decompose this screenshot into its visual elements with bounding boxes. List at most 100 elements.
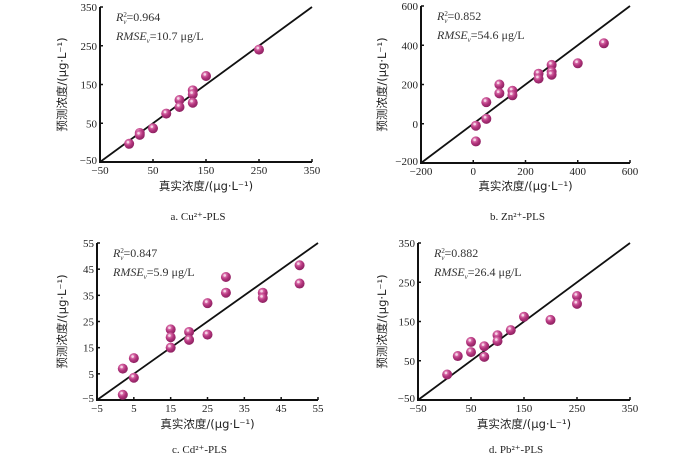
y-tick-label: 25 bbox=[83, 317, 95, 329]
data-point bbox=[124, 138, 135, 149]
data-point bbox=[442, 369, 453, 380]
data-point bbox=[481, 113, 492, 124]
data-point bbox=[254, 44, 264, 55]
x-tick-label: 5 bbox=[131, 403, 137, 415]
x-tick-label: 50 bbox=[148, 165, 160, 177]
y-tick-label: 400 bbox=[402, 40, 419, 52]
y-tick-label: 600 bbox=[402, 1, 419, 13]
panel-caption: c. Cd²⁺-PLS bbox=[172, 444, 227, 456]
panel-zn: −200 0 200 400 600 −200 0 200 400 600 R2 v=0.852 RMS… bbox=[375, 1, 639, 223]
y-tick-label: 150 bbox=[399, 317, 416, 329]
y-tick-label: 35 bbox=[83, 290, 95, 302]
data-point bbox=[519, 311, 529, 322]
y-axis-label: 预测浓度/(μg·L⁻¹) bbox=[55, 37, 69, 131]
data-point bbox=[174, 95, 185, 105]
x-tick-label: 200 bbox=[517, 166, 534, 178]
data-point bbox=[134, 129, 145, 140]
panel-caption: d. Pb²⁺-PLS bbox=[489, 444, 543, 456]
y-tick-label: −50 bbox=[80, 155, 98, 167]
data-point bbox=[201, 70, 211, 81]
y-tick-label: 150 bbox=[81, 80, 98, 92]
x-tick-label: 350 bbox=[622, 403, 639, 415]
y-tick-label: 0 bbox=[413, 119, 419, 131]
x-tick-label: 50 bbox=[466, 403, 478, 415]
data-point bbox=[117, 363, 128, 374]
data-point bbox=[470, 120, 481, 131]
data-point bbox=[165, 342, 176, 353]
y-tick-label: 5 bbox=[89, 369, 95, 381]
y-tick-label: 250 bbox=[399, 277, 416, 289]
y-tick-label: 45 bbox=[83, 264, 95, 276]
data-point bbox=[479, 351, 490, 362]
x-tick-label: 25 bbox=[202, 403, 214, 415]
rmse-annotation: RMSEv=26.4 μg/L bbox=[433, 265, 522, 281]
data-point bbox=[507, 90, 518, 101]
data-point bbox=[572, 58, 583, 69]
data-point bbox=[492, 336, 503, 347]
data-point bbox=[294, 260, 305, 271]
x-tick-label: 0 bbox=[471, 166, 477, 178]
x-tick-label: 150 bbox=[198, 165, 215, 177]
data-point bbox=[202, 329, 213, 340]
x-axis-label: 真实浓度/(μg·L⁻¹) bbox=[160, 417, 254, 431]
r2-annotation: R2 v=0.964 bbox=[115, 10, 160, 26]
r2-annotation: R2 v=0.882 bbox=[433, 246, 478, 262]
data-point bbox=[187, 97, 198, 108]
panel-cu: −50 50 150 250 350 −50 50 150 250 350 R2 v=0.964 RMS… bbox=[55, 2, 321, 223]
x-tick-label: −50 bbox=[91, 165, 109, 177]
data-point bbox=[452, 351, 463, 362]
x-axis-label: 真实浓度/(μg·L⁻¹) bbox=[478, 179, 572, 193]
data-point bbox=[184, 326, 195, 337]
x-tick-label: 35 bbox=[239, 403, 251, 415]
data-point bbox=[128, 372, 139, 383]
data-point bbox=[184, 334, 195, 345]
data-point bbox=[117, 389, 128, 400]
x-tick-label: −5 bbox=[91, 403, 103, 415]
data-point bbox=[470, 136, 481, 147]
y-tick-label: 15 bbox=[83, 343, 95, 355]
y-tick-label: 50 bbox=[86, 118, 98, 130]
data-point bbox=[165, 332, 176, 343]
data-point bbox=[257, 292, 268, 303]
rmse-annotation: RMSEv=5.9 μg/L bbox=[112, 265, 195, 281]
y-tick-label: −5 bbox=[82, 393, 94, 405]
data-point bbox=[598, 38, 609, 49]
data-point bbox=[220, 272, 231, 283]
y-tick-label: 200 bbox=[402, 80, 419, 92]
y-tick-label: 350 bbox=[81, 2, 98, 14]
panel-caption: a. Cu²⁺-PLS bbox=[171, 211, 226, 223]
x-tick-label: 350 bbox=[304, 165, 321, 177]
x-axis-label: 真实浓度/(μg·L⁻¹) bbox=[159, 179, 253, 193]
x-tick-label: −200 bbox=[410, 166, 433, 178]
data-point bbox=[466, 347, 476, 358]
x-tick-label: 250 bbox=[569, 403, 586, 415]
data-point bbox=[148, 123, 158, 134]
r2-annotation: R2 v=0.852 bbox=[436, 9, 481, 25]
y-tick-label: −200 bbox=[395, 156, 418, 168]
x-tick-label: 150 bbox=[516, 403, 533, 415]
y-tick-label: 250 bbox=[81, 41, 98, 53]
y-tick-label: 350 bbox=[399, 238, 416, 250]
y-axis-label: 预测浓度/(μg·L⁻¹) bbox=[55, 274, 69, 368]
x-tick-label: 400 bbox=[570, 166, 587, 178]
data-point bbox=[161, 108, 172, 119]
panel-cd: −5 5 15 25 35 45 55 −5 5 15 25 35 45 55 R2 v=0.847 RMSEv… bbox=[55, 238, 324, 456]
data-point bbox=[572, 290, 582, 301]
data-point bbox=[494, 79, 505, 90]
y-axis-label: 预测浓度/(μg·L⁻¹) bbox=[375, 37, 389, 131]
x-tick-label: 15 bbox=[165, 403, 177, 415]
data-point bbox=[220, 287, 231, 298]
y-axis-label: 预测浓度/(μg·L⁻¹) bbox=[375, 274, 389, 368]
data-point bbox=[494, 88, 505, 99]
data-point bbox=[545, 314, 556, 325]
data-point bbox=[174, 101, 185, 112]
r2-annotation: R2 v=0.847 bbox=[112, 246, 157, 262]
x-tick-label: 250 bbox=[251, 165, 268, 177]
data-point bbox=[533, 73, 544, 84]
x-tick-label: −50 bbox=[409, 403, 427, 415]
data-point bbox=[128, 353, 139, 364]
data-point bbox=[546, 59, 557, 70]
data-point bbox=[505, 325, 516, 336]
panel-pb: −50 50 150 250 350 −50 50 150 250 350 R2 v=0.882 RMS… bbox=[375, 238, 639, 456]
